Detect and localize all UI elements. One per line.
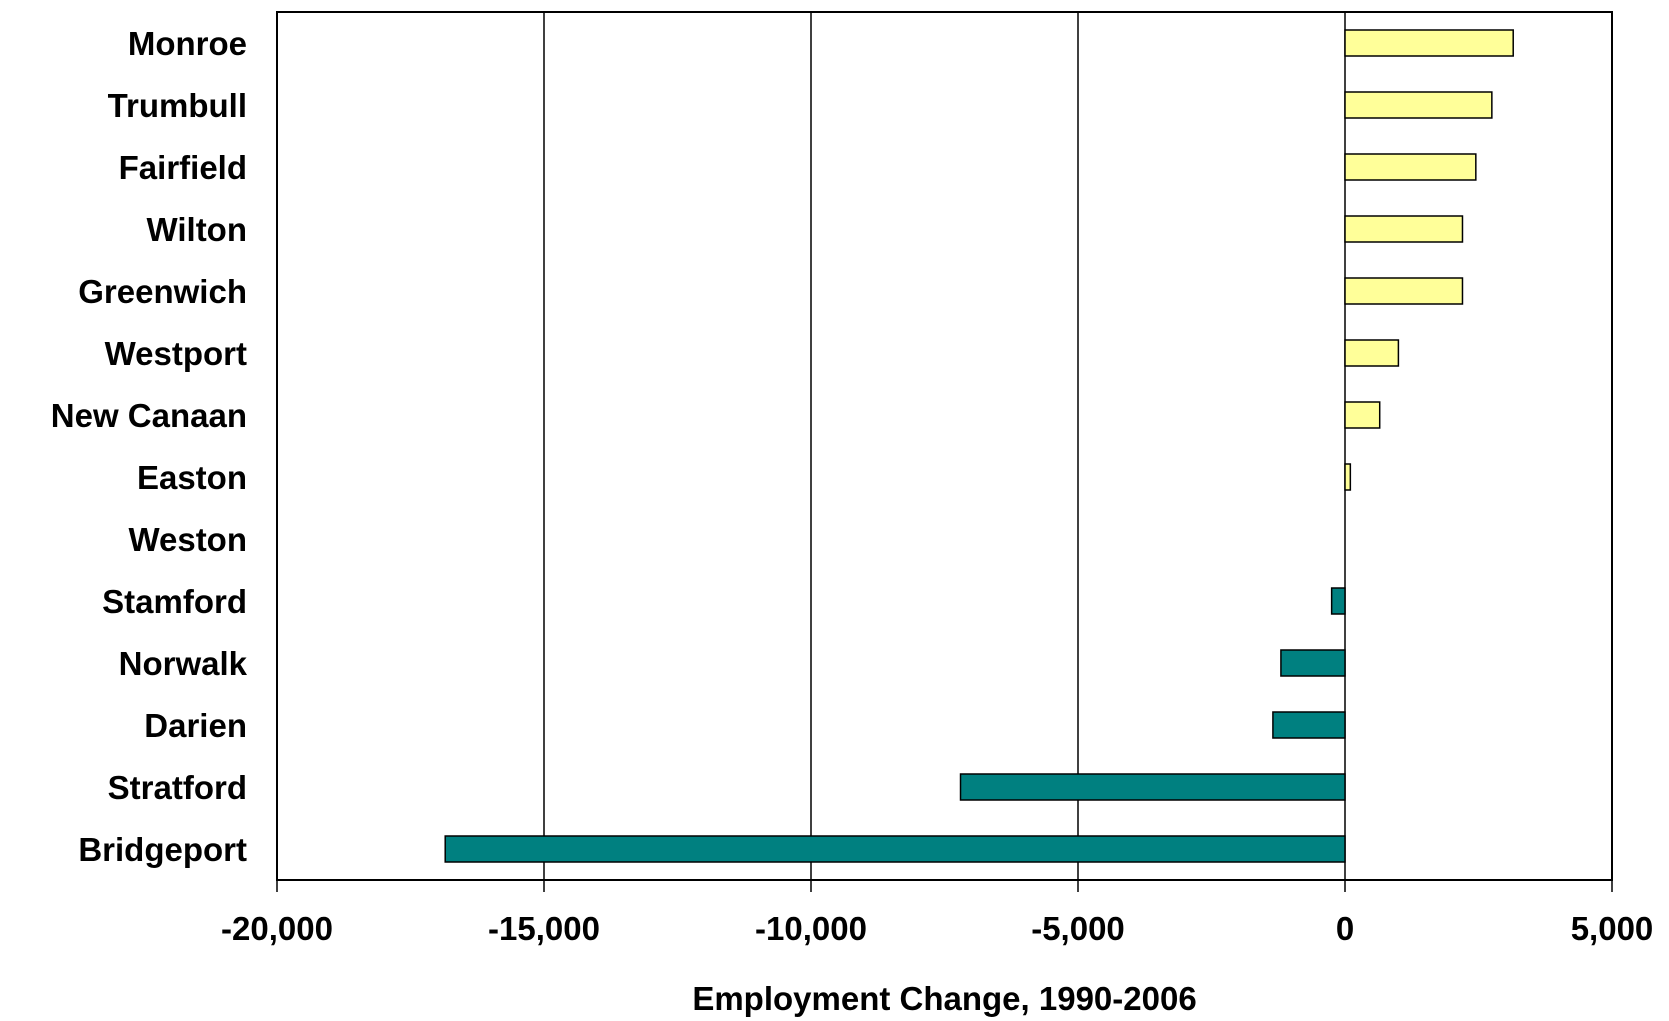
category-label-darien: Darien: [144, 707, 247, 744]
x-axis-title: Employment Change, 1990-2006: [692, 980, 1196, 1017]
category-label-fairfield: Fairfield: [119, 149, 247, 186]
bar-bridgeport: [444, 835, 1346, 863]
bar-stratford: [959, 773, 1346, 801]
x-tick-label: -15,000: [488, 910, 600, 947]
bar-new-canaan: [1344, 401, 1381, 429]
x-tick-label: 0: [1336, 910, 1354, 947]
bar-westport: [1344, 339, 1400, 367]
bar-monroe: [1344, 29, 1514, 57]
category-label-norwalk: Norwalk: [119, 645, 248, 682]
bars: [444, 29, 1514, 863]
bar-trumbull: [1344, 91, 1493, 119]
bar-darien: [1272, 711, 1346, 739]
category-label-monroe: Monroe: [128, 25, 247, 62]
x-tick-label: -10,000: [755, 910, 867, 947]
category-label-westport: Westport: [105, 335, 247, 372]
gridlines: [276, 12, 1613, 892]
category-label-new-canaan: New Canaan: [51, 397, 247, 434]
bar-fairfield: [1344, 153, 1477, 181]
category-label-weston: Weston: [128, 521, 247, 558]
category-label-wilton: Wilton: [147, 211, 248, 248]
category-label-stratford: Stratford: [108, 769, 247, 806]
x-tick-label: 5,000: [1571, 910, 1654, 947]
bar-greenwich: [1344, 277, 1464, 305]
x-tick-label: -5,000: [1031, 910, 1125, 947]
bar-wilton: [1344, 215, 1464, 243]
x-tick-labels: -20,000 -15,000 -10,000 -5,000 0 5,000: [221, 910, 1653, 947]
x-tick-label: -20,000: [221, 910, 333, 947]
bar-easton: [1344, 463, 1352, 491]
category-label-trumbull: Trumbull: [108, 87, 247, 124]
category-label-stamford: Stamford: [102, 583, 247, 620]
bar-stamford: [1330, 587, 1346, 615]
category-label-greenwich: Greenwich: [78, 273, 247, 310]
plot-area-frame: [276, 11, 1613, 881]
bar-norwalk: [1280, 649, 1346, 677]
category-label-easton: Easton: [137, 459, 247, 496]
category-label-bridgeport: Bridgeport: [78, 831, 247, 868]
category-labels: Monroe Trumbull Fairfield Wilton Greenwich We…: [51, 25, 248, 868]
